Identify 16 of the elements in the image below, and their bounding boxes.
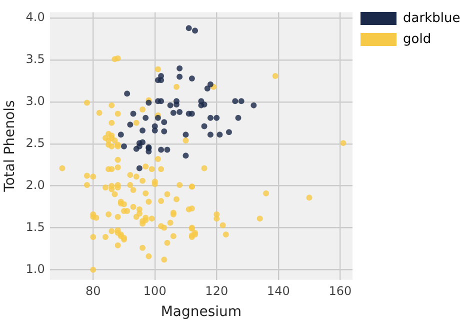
x-tick-label: 160 bbox=[328, 284, 352, 298]
y-tick-label: 3.0 bbox=[26, 94, 45, 108]
y-tick-label: 1.0 bbox=[26, 262, 45, 276]
y-tick-label: 2.0 bbox=[26, 178, 45, 192]
y-tick-label: 3.5 bbox=[26, 52, 45, 66]
legend-label: gold bbox=[403, 32, 432, 47]
x-tick-label: 80 bbox=[85, 284, 101, 298]
y-tick-label: 4.0 bbox=[26, 10, 45, 24]
x-tick-label: 120 bbox=[205, 284, 228, 298]
y-tick-label: 2.5 bbox=[26, 136, 45, 150]
x-tick-label: 140 bbox=[266, 284, 290, 298]
x-axis-title: Magnesium bbox=[160, 304, 242, 320]
y-tick-label: 1.5 bbox=[26, 220, 45, 234]
legend-label: darkblue bbox=[403, 10, 460, 26]
x-tick-label: 100 bbox=[143, 284, 166, 298]
y-axis-title: Total Phenols bbox=[2, 100, 18, 193]
